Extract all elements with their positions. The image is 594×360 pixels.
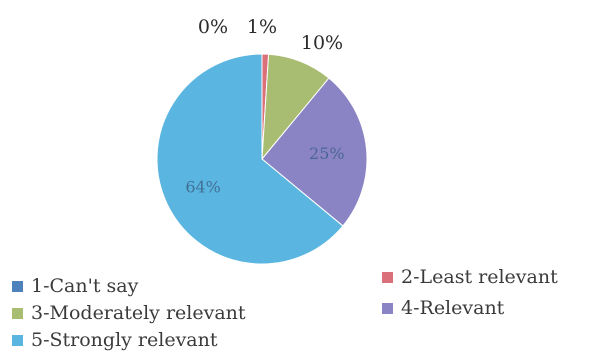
legend-item-moderately-relevant: 3-Moderately relevant	[12, 301, 246, 325]
legend-swatch	[382, 271, 393, 283]
data-label-relevant: 25%	[309, 144, 345, 163]
pie-slice-relevant	[261, 77, 368, 227]
legend-swatch	[12, 334, 23, 346]
legend-item-relevant: 4-Relevant	[382, 296, 504, 320]
legend-item-strongly-relevant: 5-Strongly relevant	[12, 328, 218, 352]
pie-slice-strongly-relevant	[156, 53, 344, 265]
data-label-strongly-relevant: 64%	[185, 178, 221, 197]
legend-label: 3-Moderately relevant	[31, 302, 246, 324]
legend-item-least-relevant: 2-Least relevant	[382, 265, 558, 289]
data-label-moderately-relevant: 10%	[301, 32, 343, 54]
pie-slices	[156, 53, 368, 265]
legend-label: 1-Can't say	[31, 275, 139, 297]
pie-data-labels: 0% 1% 10% 25% 64%	[185, 16, 344, 197]
legend-swatch	[382, 302, 393, 314]
legend-label: 2-Least relevant	[401, 266, 558, 288]
data-label-least-relevant: 1%	[247, 16, 277, 38]
legend-item-cant-say: 1-Can't say	[12, 274, 138, 298]
legend-label: 4-Relevant	[401, 297, 505, 319]
legend-label: 5-Strongly relevant	[31, 329, 218, 351]
data-label-cant-say: 0%	[198, 16, 228, 38]
legend-swatch	[12, 307, 23, 319]
legend-swatch	[12, 280, 23, 292]
